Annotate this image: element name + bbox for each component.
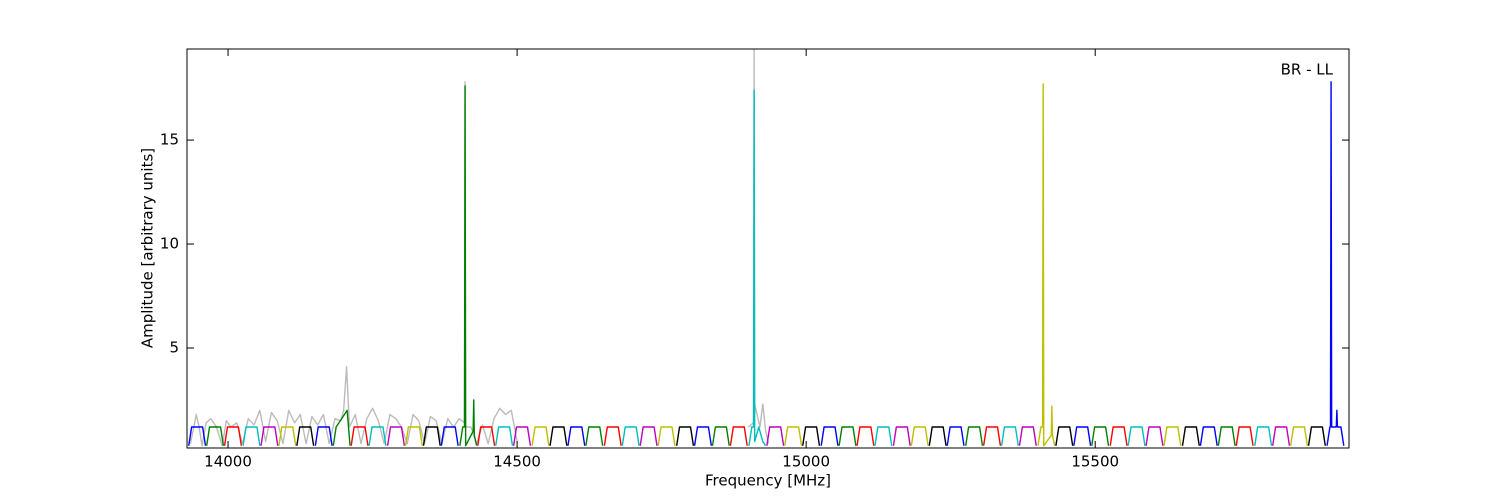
- y-axis-label: Amplitude [arbitrary units]: [139, 148, 157, 348]
- plot-frame: [186, 48, 1350, 449]
- y-tick-label: 5: [169, 338, 179, 356]
- y-tick-label: 10: [160, 235, 179, 253]
- series-line: [223, 426, 1254, 446]
- series-line: [278, 83, 1309, 447]
- y-tick-label: 15: [160, 131, 179, 149]
- x-axis-label: Frequency [MHz]: [705, 472, 831, 490]
- series-line: [189, 49, 770, 447]
- x-tick-label: 14500: [493, 453, 541, 471]
- x-tick-label: 15500: [1071, 453, 1119, 471]
- series-line: [205, 85, 1236, 447]
- series-line: [242, 89, 1273, 447]
- series-line: [188, 81, 1345, 446]
- plot-lines: [188, 49, 1345, 447]
- series-line: [296, 426, 1326, 446]
- x-tick-label: 15000: [782, 453, 830, 471]
- series-line: [260, 426, 1291, 446]
- x-tick-label: 14000: [204, 453, 252, 471]
- annotation: BR - LL: [1281, 61, 1334, 79]
